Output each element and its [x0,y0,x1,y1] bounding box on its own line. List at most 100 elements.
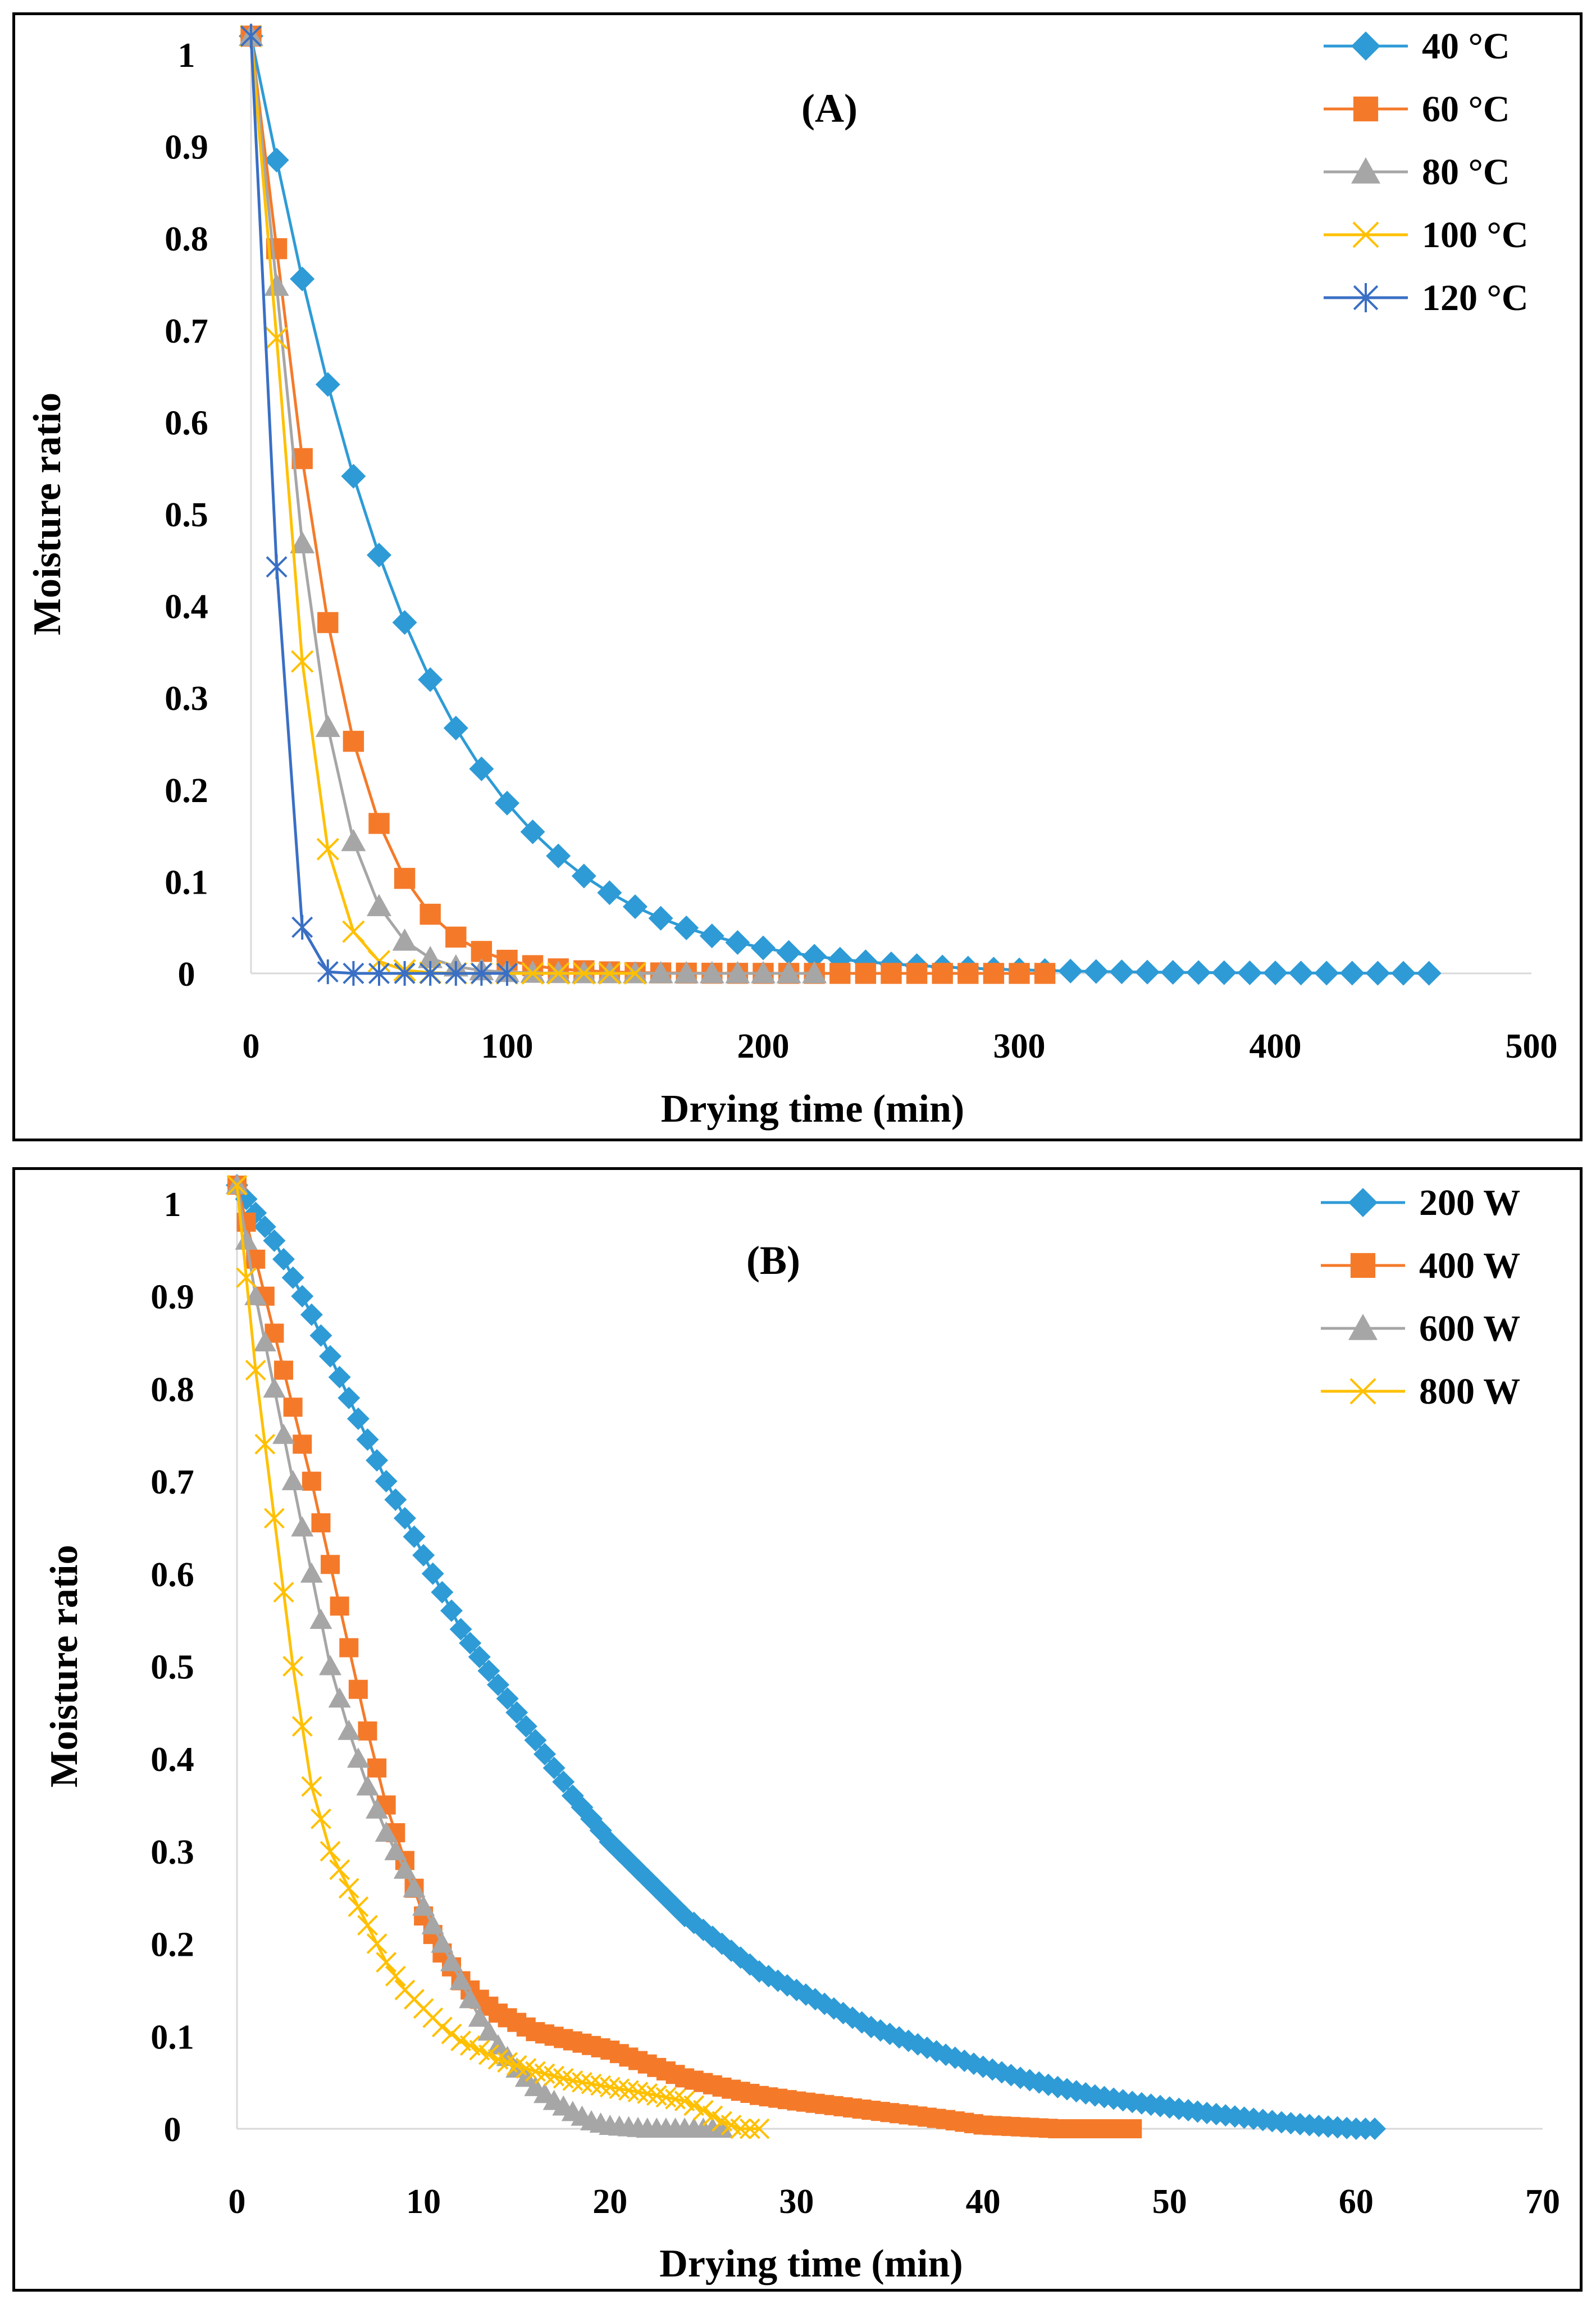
data-point [281,1470,304,1491]
data-point [341,828,366,852]
data-point [320,1841,341,1862]
data-point [552,1770,575,1793]
data-point [597,880,622,905]
chart-a-svg: 0 0.1 0.2 0.3 0.4 0.5 0.6 0.7 0.8 0.9 1 0 100 200 300 4… [26,24,1558,1131]
data-point [617,1849,640,1872]
data-point [317,612,339,634]
data-point [542,1756,566,1779]
series-4 [226,1174,770,2139]
data-point [291,1516,314,1537]
data-point [419,903,441,925]
data-point [440,1599,463,1622]
data-point [226,1174,248,1196]
data-point [572,962,595,985]
data-point [236,1267,257,1288]
data-point [392,928,417,951]
data-point [561,1784,584,1807]
data-point [1058,958,1083,983]
legend-marker [1352,221,1379,248]
data-point [375,1821,398,1842]
data-point [329,1859,350,1880]
x-tick-label: 20 [592,2183,627,2221]
data-point [776,961,801,983]
data-point [674,960,699,983]
y-tick-label: 0.7 [165,312,208,350]
data-point [776,940,801,965]
x-tick-label: 60 [1339,2183,1374,2221]
x-tick-label: 200 [737,1027,790,1066]
legend: 200 W 400 W 600 W 800 W [1321,1182,1520,1412]
data-point [571,863,596,889]
data-point [300,1303,323,1326]
legend-label: 800 W [1419,1371,1520,1412]
data-point [495,790,519,816]
data-point [441,2023,462,2045]
data-point [469,756,494,781]
data-point [468,2006,491,2027]
data-point [431,1581,454,1604]
series-1 [239,24,1442,986]
data-point [263,1377,286,1398]
y-tick-label: 1 [178,37,195,75]
data-point [403,1877,426,1897]
legend: 40 °C 60 °C 80 °C 100 °C 120 °C [1324,26,1529,318]
data-point [393,1506,416,1529]
data-point [403,1525,426,1548]
y-tick-label: 0.4 [165,588,208,626]
data-point [822,1997,845,2020]
data-point [274,1360,294,1380]
data-point [368,961,390,986]
series-1 [226,1174,1387,2140]
data-point [293,1435,312,1454]
data-point [393,1858,416,1879]
data-point [419,961,441,986]
legend-label: 400 W [1419,1245,1520,1286]
data-point [710,2118,733,2138]
legend-label: 40 °C [1422,26,1510,67]
x-tick-label: 300 [993,1027,1046,1066]
y-tick-label: 0.1 [165,863,208,901]
data-point [421,1562,444,1585]
legend-label: 100 °C [1422,215,1529,256]
data-point [330,1596,349,1616]
data-point [328,1687,351,1708]
data-point [459,1632,482,1655]
legend-label: 120 °C [1422,277,1529,318]
data-point [623,894,647,919]
data-point [281,1266,304,1289]
data-point [699,923,724,949]
data-point [487,2034,509,2055]
data-point [674,915,699,940]
series-line [235,1185,759,2130]
legend-item: 100 °C [1324,215,1529,256]
data-point [311,1808,331,1829]
series-line [235,1185,1133,2130]
data-point [445,926,467,948]
data-point [855,963,877,984]
legend-label: 200 W [1419,1182,1520,1223]
data-point [962,2052,985,2075]
chart-panel-a: 0 0.1 0.2 0.3 0.4 0.5 0.6 0.7 0.8 0.9 1 0 100 200 300 4… [12,12,1583,1141]
data-point [599,2077,621,2098]
x-axis-title: Drying time (min) [659,2242,963,2285]
data-point [572,2071,592,2093]
legend-item: 400 W [1321,1245,1520,1286]
data-point [751,960,776,983]
data-point [514,1715,537,1738]
y-tick-label: 0.1 [151,2018,194,2056]
data-point [290,266,315,292]
data-point [1186,960,1211,985]
data-point [367,1758,387,1778]
data-point [418,667,443,693]
data-point [367,894,391,917]
x-tick-label: 100 [481,1027,533,1066]
legend-item: 200 W [1321,1182,1520,1223]
data-point [1288,960,1314,986]
chart-panel-b: 0 0.1 0.2 0.3 0.4 0.5 0.6 0.7 0.8 0.9 1 0 10 20 30 40 50… [12,1167,1583,2292]
data-point [445,961,467,986]
data-point [302,1472,321,1491]
data-point [253,1331,276,1352]
chart-b-svg: 00.10.20.30.40.50.60.70.80.910 10 20 30 40 50… [43,1174,1560,2285]
data-point [692,2100,714,2121]
data-point [623,962,647,985]
